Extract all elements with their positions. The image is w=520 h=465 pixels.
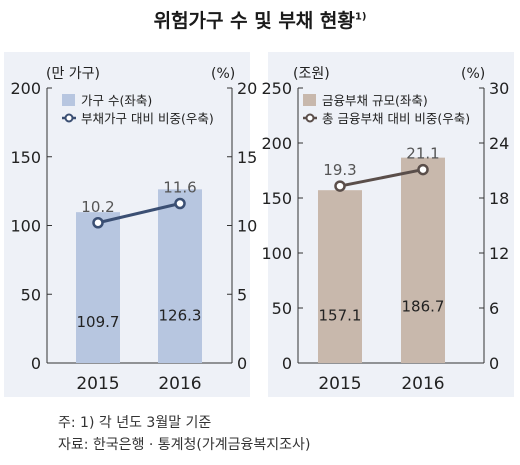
right-tick-label: 10 (237, 217, 257, 236)
legend-line-marker (305, 113, 315, 123)
left-axis-unit: (조원) (293, 66, 330, 82)
right-tick-label: 6 (489, 299, 499, 318)
legend-line-label: 부채가구 대비 비중(우축) (81, 111, 214, 126)
bar-value-label: 109.7 (77, 313, 120, 331)
x-category-label: 2016 (401, 374, 444, 394)
chart-title: 위험가구 수 및 부채 현황1) (0, 6, 520, 33)
ratio-value-label: 10.2 (81, 198, 114, 216)
left-tick-label: 200 (261, 134, 292, 153)
ratio-value-label: 19.3 (323, 161, 356, 179)
left-tick-label: 150 (10, 148, 41, 167)
x-category-label: 2015 (318, 374, 361, 394)
ratio-value-label: 11.6 (163, 179, 196, 197)
title-footnote-mark: 1) (354, 11, 367, 23)
x-category-label: 2016 (158, 374, 201, 394)
bar-2015 (318, 190, 362, 363)
left-tick-label: 50 (272, 299, 292, 318)
legend-line-marker (64, 113, 74, 123)
legend-bar-label: 가구 수(좌축) (81, 93, 152, 108)
right-tick-label: 20 (237, 79, 257, 98)
bar-value-label: 126.3 (159, 306, 202, 324)
right-tick-label: 5 (237, 285, 247, 304)
bar-2016 (401, 157, 445, 363)
left-chart-panel (4, 52, 250, 397)
right-tick-label: 24 (489, 134, 509, 153)
right-axis-unit: (%) (211, 66, 235, 82)
left-tick-label: 100 (10, 217, 41, 236)
ratio-line (97, 202, 181, 225)
right-tick-label: 30 (489, 79, 509, 98)
bar-value-label: 157.1 (319, 307, 362, 325)
ratio-point (174, 197, 186, 210)
left-tick-label: 0 (282, 354, 292, 373)
left-tick-label: 250 (261, 79, 292, 98)
right-tick-label: 12 (489, 244, 509, 263)
left-axis-unit: (만 가구) (46, 66, 100, 82)
right-chart-panel (268, 52, 514, 397)
title-text: 위험가구 수 및 부채 현황 (153, 10, 355, 32)
bar-2015 (76, 212, 120, 363)
left-tick-label: 150 (261, 189, 292, 208)
legend-bar-swatch (62, 94, 75, 106)
left-tick-label: 50 (21, 285, 41, 304)
ratio-value-label: 21.1 (406, 145, 439, 163)
ratio-line (339, 168, 424, 188)
right-tick-label: 0 (489, 354, 499, 373)
left-tick-label: 0 (31, 354, 41, 373)
footnote: 주: 1) 각 년도 3월말 기준 (58, 415, 212, 431)
bar-2016 (158, 189, 202, 363)
left-tick-label: 100 (261, 244, 292, 263)
ratio-point (334, 180, 346, 192)
right-tick-label: 18 (489, 189, 509, 208)
legend-line-label: 총 금융부채 대비 비중(우축) (322, 111, 470, 126)
ratio-point (92, 217, 104, 229)
left-tick-label: 200 (10, 79, 41, 98)
bar-value-label: 186.7 (402, 297, 445, 315)
legend-bar-label: 금융부채 규모(좌축) (322, 93, 428, 108)
ratio-point (417, 163, 429, 176)
right-axis-unit: (%) (461, 66, 485, 82)
legend-bar-swatch (303, 94, 316, 106)
right-tick-label: 0 (237, 354, 247, 373)
right-tick-label: 15 (237, 148, 257, 167)
x-category-label: 2015 (76, 374, 119, 394)
source-note: 자료: 한국은행 · 통계청(가계금융복지조사) (58, 437, 311, 453)
